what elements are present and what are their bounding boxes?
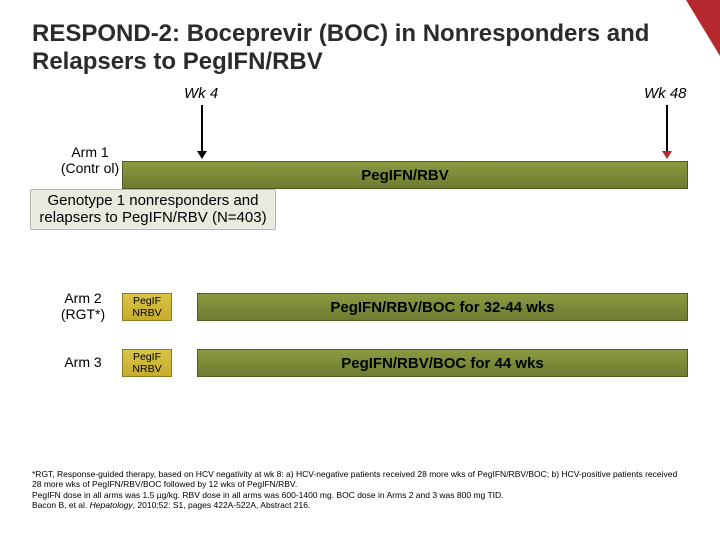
footnote-line-1: *RGT, Response-guided therapy, based on … bbox=[32, 469, 688, 489]
footnote-line-2: PegIFN dose in all arms was 1.5 µg/kg. R… bbox=[32, 490, 688, 510]
wk48-arrow-body bbox=[666, 105, 668, 151]
arm1-label: Arm 1 (Contr ol) bbox=[60, 145, 120, 176]
wk48-label: Wk 48 bbox=[644, 85, 687, 102]
footnote-dose: PegIFN dose in all arms was 1.5 µg/kg. R… bbox=[32, 490, 504, 500]
population-box: Genotype 1 nonresponders and relapsers t… bbox=[30, 189, 276, 230]
wk48-arrow-head bbox=[662, 151, 672, 159]
arm3-label: Arm 3 bbox=[54, 355, 112, 370]
footnotes: *RGT, Response-guided therapy, based on … bbox=[32, 469, 688, 510]
slide-title: RESPOND-2: Boceprevir (BOC) in Nonrespon… bbox=[32, 20, 652, 75]
arm3-bar: PegIFN/RBV/BOC for 44 wks bbox=[197, 349, 688, 377]
arm3-short-bar: PegIF NRBV bbox=[122, 349, 172, 377]
wk4-arrow-head bbox=[197, 151, 207, 159]
arm2-label: Arm 2 (RGT*) bbox=[54, 291, 112, 322]
diagram-canvas: Wk 4 Wk 48 Arm 1 (Contr ol) PegIFN/RBV G… bbox=[32, 85, 692, 425]
wk4-label: Wk 4 bbox=[184, 85, 218, 102]
slide: RESPOND-2: Boceprevir (BOC) in Nonrespon… bbox=[0, 0, 720, 540]
footnote-citation-a: Bacon B, et al. bbox=[32, 500, 90, 510]
arm2-bar: PegIFN/RBV/BOC for 32-44 wks bbox=[197, 293, 688, 321]
wk4-arrow-body bbox=[201, 105, 203, 151]
footnote-citation-b: , 2010;52: S1, pages 422A-522A, Abstract… bbox=[133, 500, 311, 510]
arm1-bar: PegIFN/RBV bbox=[122, 161, 688, 189]
footnote-citation-italic: Hepatology bbox=[90, 500, 133, 510]
arm2-short-bar: PegIF NRBV bbox=[122, 293, 172, 321]
